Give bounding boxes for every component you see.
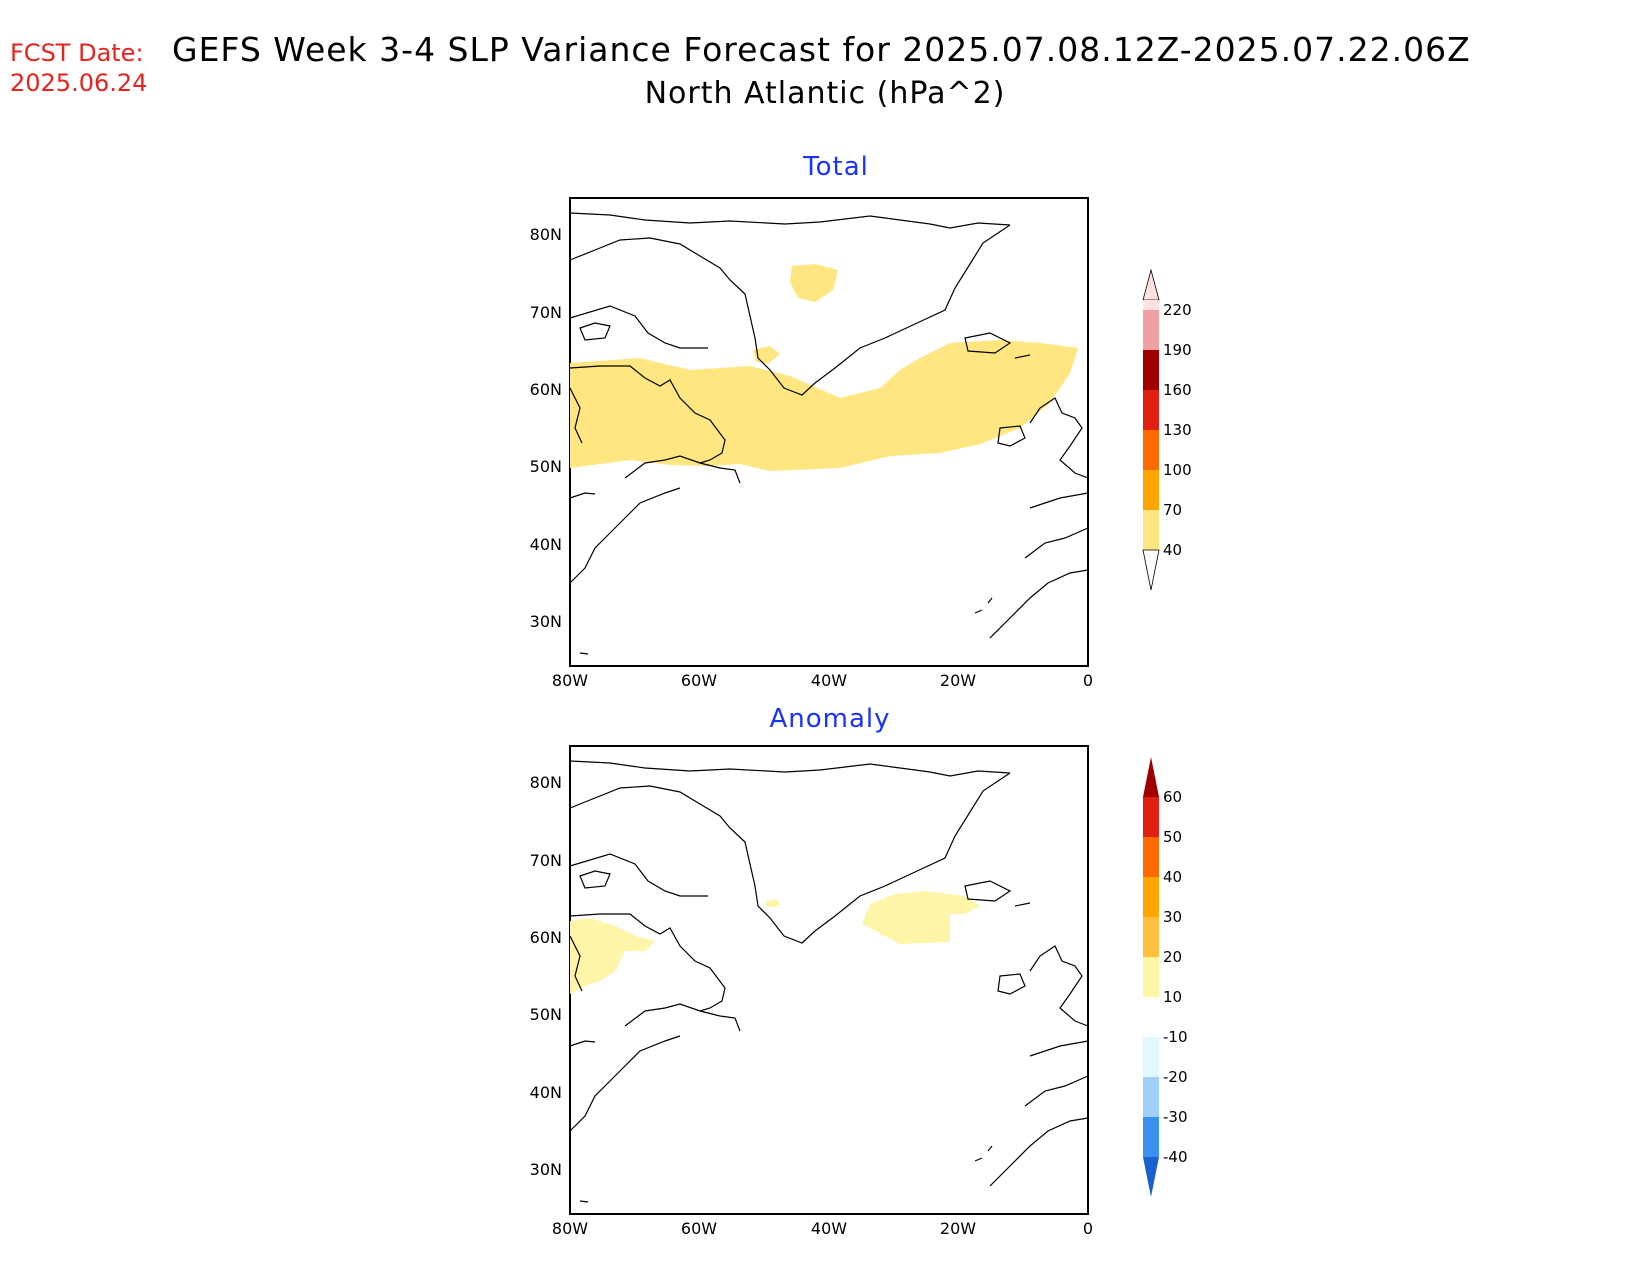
lat-label: 30N — [530, 1160, 562, 1179]
colorbar-swatch — [1143, 1077, 1159, 1117]
shade-anom-west — [570, 918, 655, 994]
lat-label: 40N — [530, 1083, 562, 1102]
lon-label: 40W — [811, 1219, 847, 1238]
colorbar-swatch — [1143, 310, 1159, 350]
colorbar-total: 220 190 160 130 100 70 40 — [1142, 268, 1192, 591]
lon-label: 60W — [681, 671, 717, 690]
fcst-label: FCST Date: — [10, 39, 144, 67]
fcst-date-value: 2025.06.24 — [10, 69, 148, 97]
colorbar-label: 220 — [1163, 301, 1192, 319]
colorbar-label: 30 — [1163, 908, 1182, 926]
shade-anom-small — [765, 899, 780, 907]
map-frame — [569, 745, 1089, 1215]
colorbar-swatch — [1143, 797, 1159, 837]
colorbar-label: -40 — [1163, 1148, 1188, 1166]
lat-label: 80N — [530, 225, 562, 244]
colorbar-swatch — [1143, 877, 1159, 917]
lon-label: 20W — [940, 671, 976, 690]
lat-label: 50N — [530, 1005, 562, 1024]
colorbar-swatch — [1143, 300, 1159, 310]
colorbar-arrow-bottom — [1142, 549, 1160, 591]
lat-label: 70N — [530, 303, 562, 322]
colorbar-label: -20 — [1163, 1068, 1188, 1086]
lon-label: 80W — [552, 671, 588, 690]
map-total: 80N 70N 60N 50N 40N 30N 80W 60W 40W 20W … — [530, 197, 1093, 690]
colorbar-label: 160 — [1163, 381, 1192, 399]
colorbar-swatch — [1143, 350, 1159, 390]
lat-label: 30N — [530, 612, 562, 631]
colorbar-label: 130 — [1163, 421, 1192, 439]
map-anomaly: 80N 70N 60N 50N 40N 30N 80W 60W 40W 20W … — [530, 745, 1093, 1238]
colorbar-label: -10 — [1163, 1028, 1188, 1046]
lat-label: 60N — [530, 928, 562, 947]
colorbar-swatch — [1143, 470, 1159, 510]
colorbar-swatch — [1143, 510, 1159, 550]
anom-lon-ticks: 80W 60W 40W 20W 0 — [552, 1219, 1093, 1238]
lon-label: 80W — [552, 1219, 588, 1238]
colorbar-arrow-bottom — [1143, 1157, 1159, 1197]
lon-label: 40W — [811, 671, 847, 690]
lat-label: 60N — [530, 380, 562, 399]
colorbar-label: 40 — [1163, 868, 1182, 886]
colorbar-swatch — [1143, 917, 1159, 957]
forecast-date: FCST Date: 2025.06.24 — [10, 38, 147, 98]
colorbar-swatch — [1143, 1117, 1159, 1157]
colorbar-swatch — [1143, 997, 1159, 1037]
colorbar-label: 50 — [1163, 828, 1182, 846]
map-frame — [569, 197, 1089, 667]
lon-label: 0 — [1083, 671, 1093, 690]
colorbar-swatch — [1143, 837, 1159, 877]
colorbar-label: 10 — [1163, 988, 1182, 1006]
colorbar-swatch — [1143, 1037, 1159, 1077]
colorbar-label: -30 — [1163, 1108, 1188, 1126]
coastlines-total — [569, 212, 1089, 655]
shade-total-greenland — [790, 264, 838, 302]
anom-lat-ticks: 80N 70N 60N 50N 40N 30N — [530, 773, 562, 1179]
colorbar-label: 70 — [1163, 501, 1182, 519]
panel-title-total: Total — [803, 152, 869, 182]
page-subtitle: North Atlantic (hPa^2) — [644, 76, 1006, 111]
colorbar-label: 100 — [1163, 461, 1192, 479]
shade-total-band — [570, 340, 1078, 471]
total-lon-ticks: 80W 60W 40W 20W 0 — [552, 671, 1093, 690]
shade-anom-iceland — [862, 891, 980, 944]
lat-label: 50N — [530, 457, 562, 476]
lon-label: 20W — [940, 1219, 976, 1238]
colorbar-swatch — [1143, 957, 1159, 997]
colorbar-arrow-top — [1142, 268, 1160, 301]
colorbar-label: 40 — [1163, 541, 1182, 559]
colorbar-label: 190 — [1163, 341, 1192, 359]
page-title: GEFS Week 3-4 SLP Variance Forecast for … — [172, 30, 1471, 69]
lon-label: 60W — [681, 1219, 717, 1238]
lon-label: 0 — [1083, 1219, 1093, 1238]
coastlines-anomaly — [569, 760, 1089, 1203]
lat-label: 80N — [530, 773, 562, 792]
total-lat-ticks: 80N 70N 60N 50N 40N 30N — [530, 225, 562, 631]
colorbar-swatch — [1143, 430, 1159, 470]
colorbar-swatch — [1143, 390, 1159, 430]
colorbar-arrow-top — [1143, 757, 1159, 797]
colorbar-anomaly: 60 50 40 30 20 10 -10 -20 -30 -40 — [1143, 757, 1188, 1197]
colorbar-label: 60 — [1163, 788, 1182, 806]
colorbar-label: 20 — [1163, 948, 1182, 966]
shade-total-small — [753, 346, 780, 364]
lat-label: 70N — [530, 851, 562, 870]
panel-title-anomaly: Anomaly — [769, 704, 891, 734]
lat-label: 40N — [530, 535, 562, 554]
